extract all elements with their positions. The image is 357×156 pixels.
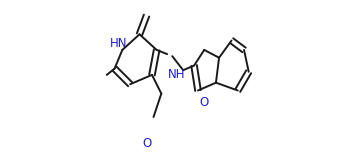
Text: NH: NH [169,68,186,81]
Text: O: O [200,96,209,110]
Text: O: O [142,137,151,150]
Text: HN: HN [110,37,128,50]
